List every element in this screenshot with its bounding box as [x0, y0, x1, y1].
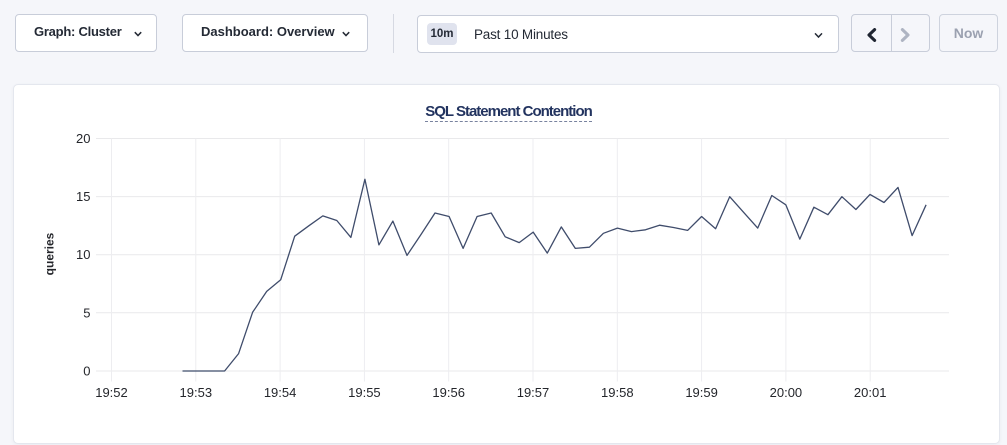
svg-text:0: 0: [83, 364, 90, 379]
svg-text:10: 10: [76, 247, 90, 262]
svg-text:19:59: 19:59: [685, 385, 718, 400]
svg-text:5: 5: [83, 305, 90, 320]
svg-text:queries: queries: [43, 232, 57, 275]
svg-text:15: 15: [76, 189, 90, 204]
svg-text:19:57: 19:57: [517, 385, 550, 400]
svg-text:19:52: 19:52: [95, 385, 128, 400]
svg-text:20: 20: [76, 131, 90, 146]
svg-text:19:54: 19:54: [264, 385, 297, 400]
svg-text:20:00: 20:00: [770, 385, 803, 400]
svg-text:19:56: 19:56: [432, 385, 465, 400]
svg-text:19:55: 19:55: [348, 385, 381, 400]
svg-text:19:53: 19:53: [180, 385, 213, 400]
svg-text:19:58: 19:58: [601, 385, 634, 400]
svg-text:20:01: 20:01: [854, 385, 887, 400]
